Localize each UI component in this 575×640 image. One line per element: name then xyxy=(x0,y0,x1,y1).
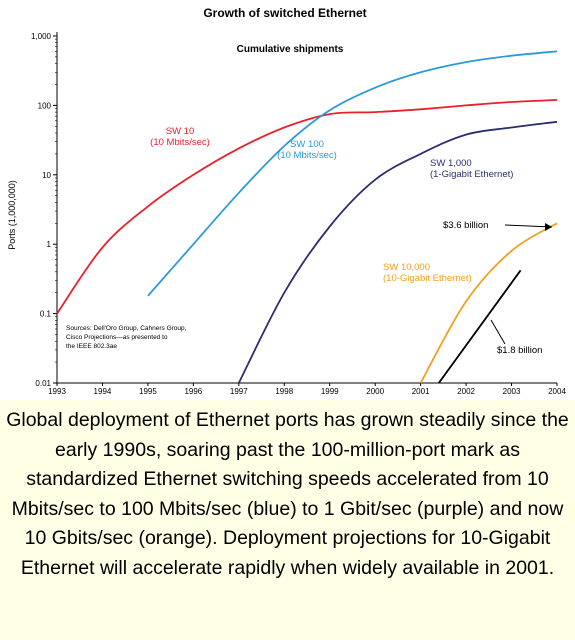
sw10-line xyxy=(56,99,558,315)
series-label-line: (10 Mbits/sec) xyxy=(277,150,337,161)
x-tick-label: 1996 xyxy=(184,387,202,396)
y-tick-label: 1,000 xyxy=(31,32,52,41)
x-tick-label: 1994 xyxy=(94,387,112,396)
x-tick-label: 2000 xyxy=(366,387,384,396)
x-tick-label: 2004 xyxy=(548,387,566,396)
series-label-line: (10-Gigabit Ethernet) xyxy=(383,273,472,284)
series-labels: SW 10 (10 Mbits/sec) SW 100 (10 Mbits/sec)S… xyxy=(150,126,513,284)
y-tick-label: 0.01 xyxy=(35,379,51,388)
x-tick-label: 2002 xyxy=(457,387,475,396)
source-note: Sources: Dell'Oro Group, Cahners Group, C… xyxy=(66,325,187,350)
sw10000-alt-line xyxy=(438,269,522,384)
series-label-line: SW 10,000 xyxy=(383,262,430,273)
x-tick-label: 1999 xyxy=(321,387,339,396)
annotation-leader xyxy=(490,319,506,345)
series-label-1: SW 100 (10 Mbits/sec) xyxy=(277,139,337,161)
sw100-line xyxy=(147,50,558,297)
series-label-line: SW 10 xyxy=(166,126,195,137)
x-tick-label: 1998 xyxy=(275,387,293,396)
figure-caption: Global deployment of Ethernet ports has … xyxy=(0,400,575,640)
chart-title: Growth of switched Ethernet xyxy=(203,6,366,20)
y-tick-label: 10 xyxy=(42,171,51,180)
y-tick-label: 100 xyxy=(38,101,52,110)
annotation-3-6-billion: $3.6 billion xyxy=(443,220,488,231)
annotation-arrow xyxy=(504,224,553,228)
chart-svg: Growth of switched Ethernet Cumulative s… xyxy=(7,6,566,396)
series-label-line: SW 100 xyxy=(290,139,324,150)
x-tick-label: 2003 xyxy=(503,387,521,396)
source-line-2: the IEEE 802.3ae xyxy=(66,343,117,350)
annotations: $3.6 billion $1.8 billion xyxy=(443,220,553,356)
x-tick-label: 1993 xyxy=(48,387,66,396)
series-group xyxy=(56,50,558,384)
annotation-1-8-billion: $1.8 billion xyxy=(497,345,542,356)
source-line-0: Sources: Dell'Oro Group, Cahners Group, xyxy=(66,325,187,332)
x-tick-label: 1997 xyxy=(230,387,248,396)
series-label-line: (1-Gigabit Ethernet) xyxy=(430,169,513,180)
y-tick-label: 1 xyxy=(47,240,52,249)
series-label-0: SW 10 (10 Mbits/sec) xyxy=(150,126,210,148)
axis-ticks: 0.01 0.1 1 10 100 1,000 1993 1994 1995 1996 1997 19… xyxy=(31,32,566,396)
x-tick-label: 2001 xyxy=(412,387,430,396)
source-line-1: Cisco Projections—as presented to xyxy=(66,334,168,341)
x-tick-label: 1995 xyxy=(139,387,157,396)
series-label-line: (10 Mbits/sec) xyxy=(150,137,210,148)
chart-area: Growth of switched Ethernet Cumulative s… xyxy=(7,6,567,396)
series-label-2: SW 1,000 (1-Gigabit Ethernet) xyxy=(430,158,513,180)
chart-subtitle: Cumulative shipments xyxy=(237,44,344,55)
series-label-3: SW 10,000 (10-Gigabit Ethernet) xyxy=(383,262,472,284)
series-label-line: SW 1,000 xyxy=(430,158,472,169)
arrowhead-icon xyxy=(545,223,552,231)
sw1000-line xyxy=(237,120,558,384)
y-tick-label: 0.1 xyxy=(40,310,52,319)
y-axis-label: Ports (1,000,000) xyxy=(7,180,17,250)
sw10000-line xyxy=(419,222,558,384)
